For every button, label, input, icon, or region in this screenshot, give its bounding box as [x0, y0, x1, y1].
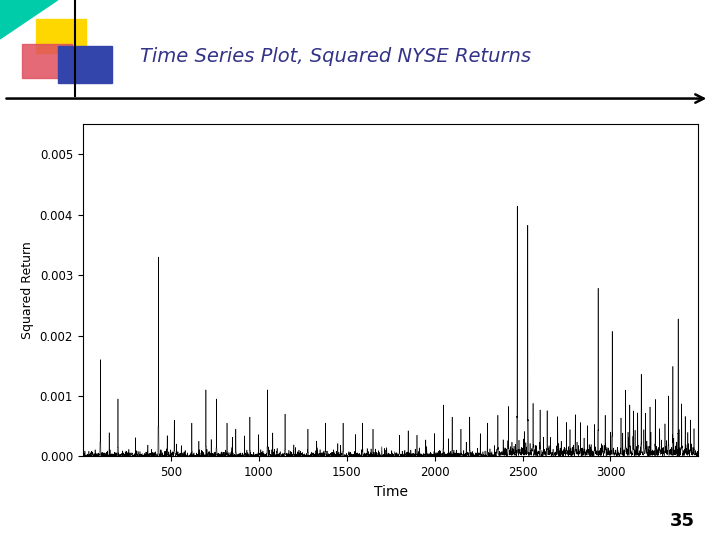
Y-axis label: Squared Return: Squared Return	[21, 241, 34, 339]
Text: 35: 35	[670, 512, 695, 530]
Bar	[58, 46, 112, 83]
Bar	[22, 44, 72, 78]
Bar	[36, 19, 86, 53]
X-axis label: Time: Time	[374, 484, 408, 498]
Polygon shape	[0, 0, 58, 39]
Text: Time Series Plot, Squared NYSE Returns: Time Series Plot, Squared NYSE Returns	[140, 47, 531, 66]
